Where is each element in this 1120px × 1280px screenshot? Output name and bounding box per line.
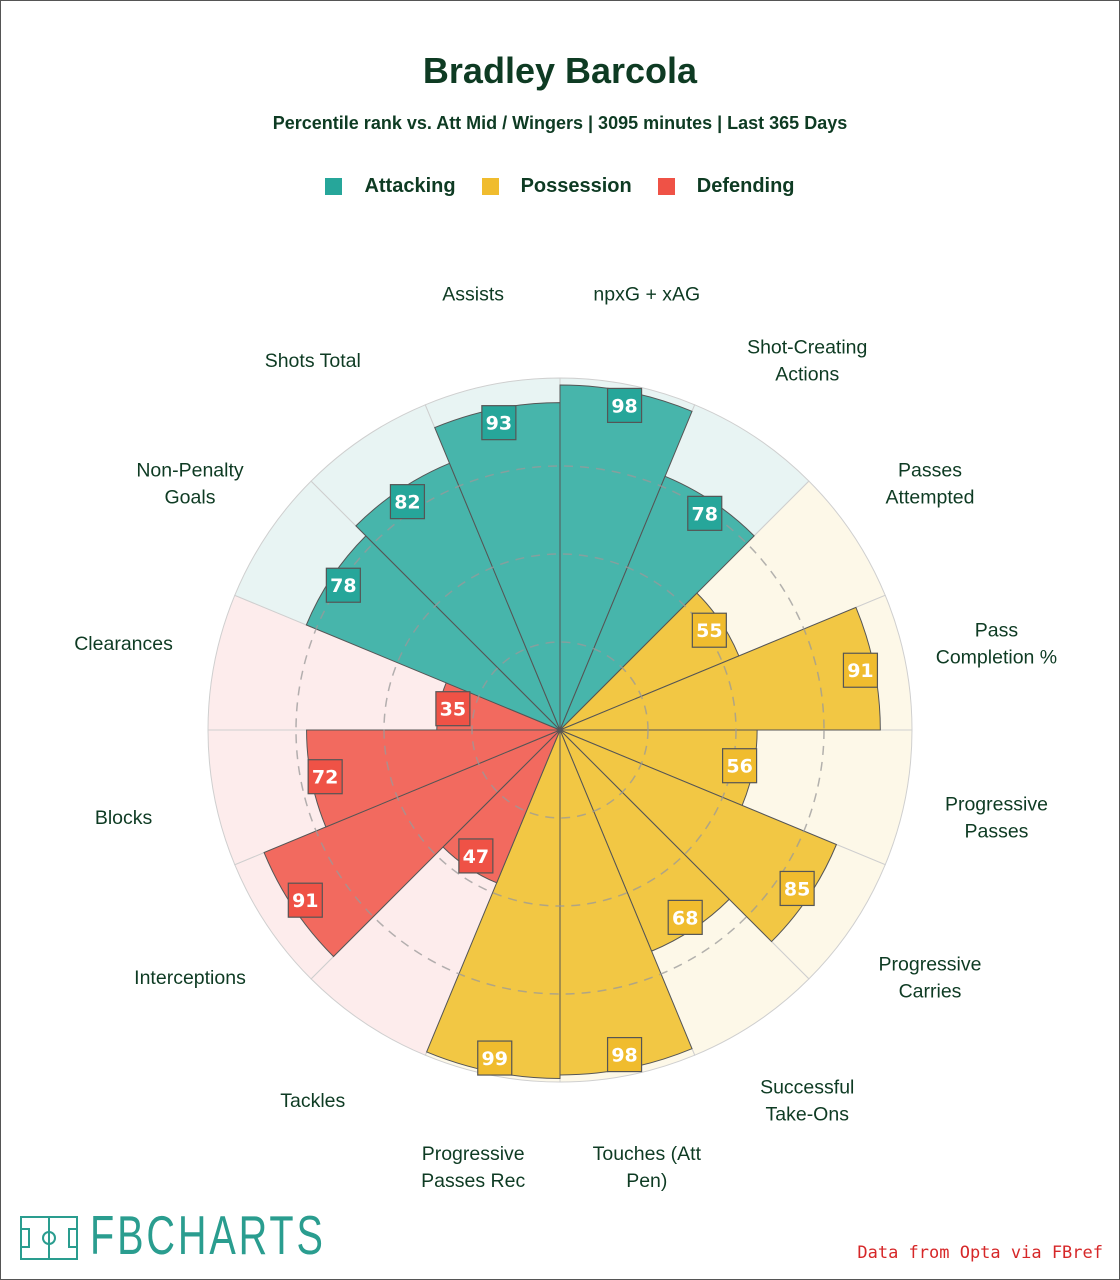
stat-label-touches-att-pen: Touches (Att Pen) bbox=[593, 1143, 702, 1192]
stat-label-clearances: Clearances bbox=[74, 633, 173, 655]
value-label-shots-total: 82 bbox=[394, 492, 420, 514]
value-box-progressive-passes-rec: 99 bbox=[477, 1040, 513, 1076]
page-title: Bradley Barcola bbox=[422, 50, 698, 91]
value-box-bg bbox=[779, 870, 815, 907]
value-box-bg bbox=[325, 567, 361, 603]
grid-ring-25 bbox=[471, 641, 649, 819]
value-box-assists: 93 bbox=[481, 405, 517, 441]
value-label-progressive-passes-rec: 99 bbox=[482, 1048, 508, 1070]
value-label-shot-creating-actions: 78 bbox=[692, 503, 718, 525]
pitch-icon bbox=[20, 1216, 78, 1260]
stat-labels: npxG + xAG Shot-Creating Actions Passes Atte… bbox=[74, 284, 1057, 1192]
source-note: Data from Opta via FBref bbox=[857, 1243, 1103, 1263]
legend-swatch-possession bbox=[481, 178, 499, 195]
value-box-bg bbox=[606, 387, 643, 423]
grid-ring-50 bbox=[383, 553, 737, 907]
value-box-bg bbox=[481, 405, 517, 441]
stat-label-assists: Assists bbox=[442, 284, 504, 306]
stat-label-successful-take-ons: Successful Take-Ons bbox=[760, 1077, 854, 1126]
stat-label-pass-completion: Pass Completion % bbox=[936, 620, 1057, 669]
legend-item-attacking: Attacking bbox=[325, 175, 456, 198]
stat-label-progressive-passes: Progressive Passes bbox=[945, 793, 1048, 842]
value-label-interceptions: 91 bbox=[292, 890, 318, 912]
value-label-blocks: 72 bbox=[312, 767, 338, 789]
value-box-touches-att-pen: 98 bbox=[606, 1036, 643, 1073]
stat-label-progressive-carries: Progressive Carries bbox=[879, 954, 982, 1003]
value-box-blocks: 72 bbox=[307, 759, 343, 795]
stat-label-npxg-xag: npxG + xAG bbox=[593, 284, 700, 306]
grid-rings bbox=[295, 465, 825, 995]
value-label-passes-attempted: 55 bbox=[696, 620, 722, 642]
stat-label-non-penalty-goals: Non-Penalty Goals bbox=[136, 459, 244, 508]
legend-item-defending: Defending bbox=[657, 175, 795, 198]
value-labels: 98 78 55 91 56 85 68 98 99 47 91 72 35 78 82 93 bbox=[287, 387, 879, 1076]
stat-label-shots-total: Shots Total bbox=[265, 350, 361, 372]
value-box-non-penalty-goals: 78 bbox=[325, 567, 361, 603]
value-label-successful-take-ons: 68 bbox=[672, 907, 698, 929]
value-box-shot-creating-actions: 78 bbox=[687, 495, 723, 531]
stat-label-tackles: Tackles bbox=[280, 1090, 345, 1112]
value-label-tackles: 47 bbox=[463, 846, 489, 868]
stat-label-blocks: Blocks bbox=[95, 807, 153, 829]
legend-swatch-defending bbox=[657, 178, 675, 195]
stat-label-passes-attempted: Passes Attempted bbox=[886, 459, 975, 508]
value-box-bg bbox=[687, 495, 723, 531]
value-box-bg bbox=[691, 612, 727, 648]
value-box-bg bbox=[842, 652, 879, 688]
value-box-bg bbox=[667, 899, 703, 935]
value-box-bg bbox=[606, 1036, 643, 1073]
value-box-bg bbox=[287, 882, 323, 918]
value-label-touches-att-pen: 98 bbox=[611, 1045, 637, 1067]
value-box-clearances: 35 bbox=[435, 691, 471, 727]
value-label-non-penalty-goals: 78 bbox=[330, 575, 356, 597]
value-label-clearances: 35 bbox=[440, 699, 466, 721]
value-label-assists: 93 bbox=[486, 413, 512, 435]
value-box-bg bbox=[477, 1040, 513, 1076]
value-box-progressive-passes: 56 bbox=[721, 748, 758, 784]
legend-label-attacking: Attacking bbox=[364, 175, 456, 197]
stat-label-progressive-passes-rec: Progressive Passes Rec bbox=[421, 1143, 525, 1192]
value-box-interceptions: 91 bbox=[287, 882, 323, 918]
value-box-pass-completion: 91 bbox=[842, 652, 879, 688]
logo-text: FBCHARTS bbox=[90, 1204, 326, 1266]
legend: Attacking Possession Defending bbox=[0, 175, 1120, 198]
legend-swatch-attacking bbox=[325, 178, 343, 195]
value-box-progressive-carries: 85 bbox=[779, 870, 815, 907]
stat-label-shot-creating-actions: Shot-Creating Actions bbox=[747, 337, 867, 386]
value-box-bg bbox=[721, 748, 758, 784]
legend-label-possession: Possession bbox=[520, 175, 632, 197]
value-box-tackles: 47 bbox=[458, 838, 494, 874]
value-box-npxg-xag: 98 bbox=[606, 387, 643, 423]
value-label-pass-completion: 91 bbox=[847, 660, 873, 682]
value-box-bg bbox=[458, 838, 494, 874]
page-subtitle: Percentile rank vs. Att Mid / Wingers | … bbox=[272, 113, 848, 133]
legend-label-defending: Defending bbox=[696, 175, 795, 197]
grid-ring-75 bbox=[295, 465, 825, 995]
stat-label-interceptions: Interceptions bbox=[134, 967, 246, 989]
value-label-npxg-xag: 98 bbox=[611, 395, 637, 417]
value-box-bg bbox=[435, 691, 471, 727]
value-box-bg bbox=[307, 759, 343, 795]
legend-item-possession: Possession bbox=[481, 175, 632, 198]
value-box-passes-attempted: 55 bbox=[691, 612, 727, 648]
value-box-bg bbox=[389, 484, 426, 520]
value-label-progressive-carries: 85 bbox=[784, 878, 810, 900]
value-box-shots-total: 82 bbox=[389, 484, 426, 520]
value-box-successful-take-ons: 68 bbox=[667, 899, 703, 935]
value-label-progressive-passes: 56 bbox=[726, 756, 752, 778]
